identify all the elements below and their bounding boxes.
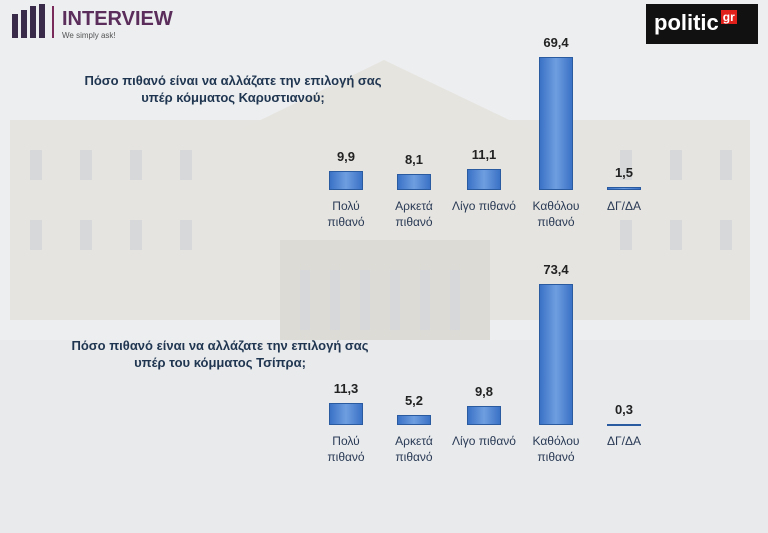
- category-label: ΔΓ/ΔΑ: [607, 199, 641, 213]
- bar: [467, 406, 501, 425]
- value-label: 5,2: [404, 393, 424, 409]
- value-label: 11,3: [333, 381, 359, 397]
- bar: [397, 415, 431, 425]
- bar: [539, 56, 573, 190]
- value-label: 9,9: [336, 148, 356, 164]
- left-tagline: We simply ask!: [62, 31, 116, 40]
- category-label: Καθόλου πιθανό: [532, 199, 580, 229]
- category-label: Πολύ πιθανό: [327, 434, 365, 464]
- bar: [329, 170, 363, 190]
- bar: [539, 284, 573, 425]
- bar: [397, 174, 431, 190]
- category-label: Αρκετά πιθανό: [395, 434, 433, 464]
- value-label: 73,4: [543, 262, 569, 278]
- category-label: Πολύ πιθανό: [327, 199, 365, 229]
- chart-title: Πόσο πιθανό είναι να αλλάζατε την επιλογ…: [71, 338, 369, 370]
- value-label: 11,1: [471, 146, 497, 162]
- category-label: Αρκετά πιθανό: [395, 199, 433, 229]
- category-label: Λίγο πιθανό: [452, 199, 516, 213]
- category-label: Καθόλου πιθανό: [532, 434, 580, 464]
- bar: [607, 187, 641, 190]
- chart-title: Πόσο πιθανό είναι να αλλάζατε την επιλογ…: [84, 73, 382, 105]
- value-label: 8,1: [404, 152, 424, 168]
- bar: [607, 424, 641, 427]
- value-label: 0,3: [614, 402, 634, 418]
- bar: [329, 403, 363, 425]
- category-label: ΔΓ/ΔΑ: [607, 434, 641, 448]
- value-label: 1,5: [614, 165, 634, 181]
- bar: [467, 168, 501, 190]
- right-logo-text: politic: [654, 10, 719, 35]
- right-logo: politic gr: [654, 10, 737, 36]
- value-label: 69,4: [543, 34, 569, 50]
- right-logo-suffix: gr: [720, 10, 737, 24]
- category-label: Λίγο πιθανό: [452, 434, 516, 448]
- left-logo: INTERVIEW: [62, 8, 173, 30]
- value-label: 9,8: [474, 384, 494, 400]
